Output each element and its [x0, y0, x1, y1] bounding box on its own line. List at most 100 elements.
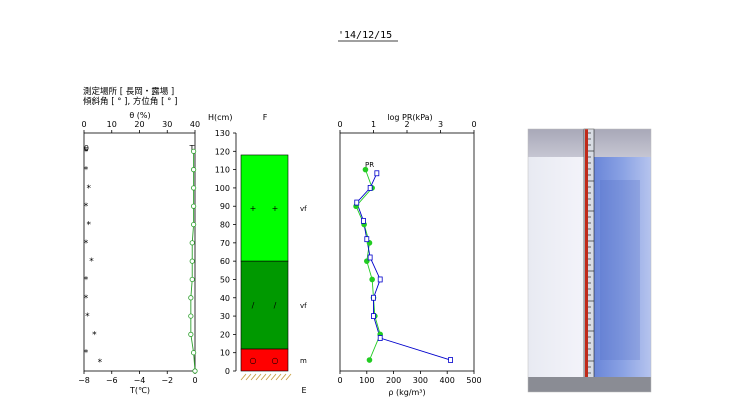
height-tick-label: 130 [215, 129, 230, 138]
theta-series-label: θ [84, 144, 89, 153]
theta-point: * [87, 221, 92, 231]
height-tick-label: 90 [220, 202, 230, 211]
height-tick-label: 100 [215, 184, 230, 193]
temperature-axis-title: T(℃) [129, 386, 150, 395]
theta-point: * [84, 239, 89, 249]
height-tick-label: 0 [225, 367, 230, 376]
pr-point [367, 185, 373, 191]
theta-tick-label: 20 [134, 120, 144, 129]
theta-point: * [87, 184, 92, 194]
grain-size-label: vf [300, 205, 307, 213]
theta-points: ************* [84, 147, 103, 368]
snow-layer [240, 260, 289, 350]
ground-hatch-line [280, 373, 287, 381]
theta-point: * [84, 147, 89, 157]
photo-snow-left [528, 157, 588, 379]
pr-point [377, 276, 383, 283]
height-tick-label: 40 [220, 294, 230, 303]
temperature-point [191, 350, 197, 356]
temperature-tick-label: 0 [192, 376, 197, 385]
ground-hatch-line [245, 373, 252, 381]
temperature-point [188, 313, 194, 319]
grain-form-column-label: F [263, 113, 268, 122]
temperature-point [191, 185, 197, 191]
snow-layer [240, 348, 289, 372]
ground-label: E [301, 386, 306, 395]
grain-shape-symbol: + [250, 204, 257, 213]
ground-hatch-line [285, 373, 292, 381]
photo-snow-right-shade [600, 180, 640, 360]
grain-shape-symbol: + [272, 204, 279, 213]
height-tick-label: 20 [220, 330, 230, 339]
snow-layers: + + vf / / vf ○ ○ m [240, 154, 307, 372]
height-tick-label: 30 [220, 312, 230, 321]
pr-tick-label: 0 [337, 120, 342, 129]
height-axis: 0 10 20 30 40 50 60 70 80 90 100 110 120 130 [215, 129, 237, 376]
temperature-point [191, 167, 197, 173]
ground-hatch-line [240, 373, 247, 381]
height-tick-label: 80 [220, 221, 230, 230]
ground-hatch [240, 373, 292, 381]
stratigraphy-panel: H(cm) F 0102030405060708090100110120130 … [208, 113, 307, 395]
temperature-tick-label: −4 [134, 376, 146, 385]
temperature-point [188, 295, 194, 301]
temperature-points [188, 148, 198, 374]
photo-ground [528, 377, 651, 392]
theta-tick-label: 10 [107, 120, 117, 129]
theta-point: * [89, 257, 94, 267]
pr-point [374, 170, 380, 177]
height-axis-title: H(cm) [208, 113, 232, 122]
temperature-point [189, 240, 195, 246]
density-axis: 0 100 200 300 400 500 [337, 371, 482, 385]
theta-point: * [85, 312, 90, 322]
grain-size-label: m [300, 357, 307, 365]
temperature-point [188, 331, 194, 337]
theta-point: * [98, 358, 103, 368]
temperature-tick-label: −6 [106, 376, 118, 385]
date-label: '14/12/15 [338, 30, 392, 41]
density-axis-title: ρ (kg/m³) [388, 388, 425, 397]
temperature-point [191, 203, 197, 209]
temperature-point [189, 258, 195, 264]
theta-tick-label: 40 [190, 120, 200, 129]
pr-axis: 0 1 2 3 0 [337, 120, 477, 133]
pr-point [354, 199, 360, 206]
temperature-point [191, 221, 197, 228]
height-tick-label: 10 [220, 349, 230, 358]
theta-tick-label: 0 [81, 120, 86, 129]
pr-point [377, 335, 383, 341]
theta-point: * [84, 275, 89, 285]
theta-point: * [84, 202, 89, 212]
density-line [355, 169, 381, 361]
pr-tick-label: 1 [371, 120, 376, 129]
density-tick-label: 0 [337, 376, 342, 385]
photo-ruler-red-strip [585, 129, 588, 381]
slope-aspect: 傾斜角 [ ° ], 方位角 [ ° ] [83, 96, 177, 107]
ground-hatch-line [270, 373, 277, 381]
grain-shape-symbol: ○ [250, 356, 257, 365]
temperature-plot-frame [83, 132, 196, 372]
pr-point [448, 357, 453, 363]
pr-point [371, 313, 376, 319]
height-tick-label: 70 [220, 239, 230, 248]
grain-size-label: vf [300, 302, 307, 310]
theta-axis: 0 10 20 30 40 [81, 120, 200, 133]
temperature-point [191, 148, 197, 154]
pr-tick-label: 0 [471, 120, 476, 129]
density-tick-label: 100 [359, 376, 374, 385]
grain-shape-symbol: ○ [272, 356, 279, 365]
photo-snow-right [594, 157, 651, 379]
pr-point [367, 254, 373, 261]
pr-tick-label: 2 [404, 120, 409, 129]
temperature-tick-label: −2 [161, 376, 173, 385]
ground-hatch-line [265, 373, 272, 381]
temperature-panel: θ (%) 0 10 20 30 40 −8 −6 −4 −2 0 T(℃) θ T *****… [78, 111, 200, 395]
pr-point [361, 217, 366, 224]
temperature-axis: −8 −6 −4 −2 0 [78, 371, 198, 385]
temperature-point [192, 368, 198, 374]
theta-tick-label: 30 [162, 120, 172, 129]
ground-hatch-line [260, 373, 267, 381]
height-tick-label: 120 [215, 147, 230, 156]
temperature-tick-label: −8 [78, 376, 90, 385]
grain-shape-symbol: / [274, 301, 277, 310]
